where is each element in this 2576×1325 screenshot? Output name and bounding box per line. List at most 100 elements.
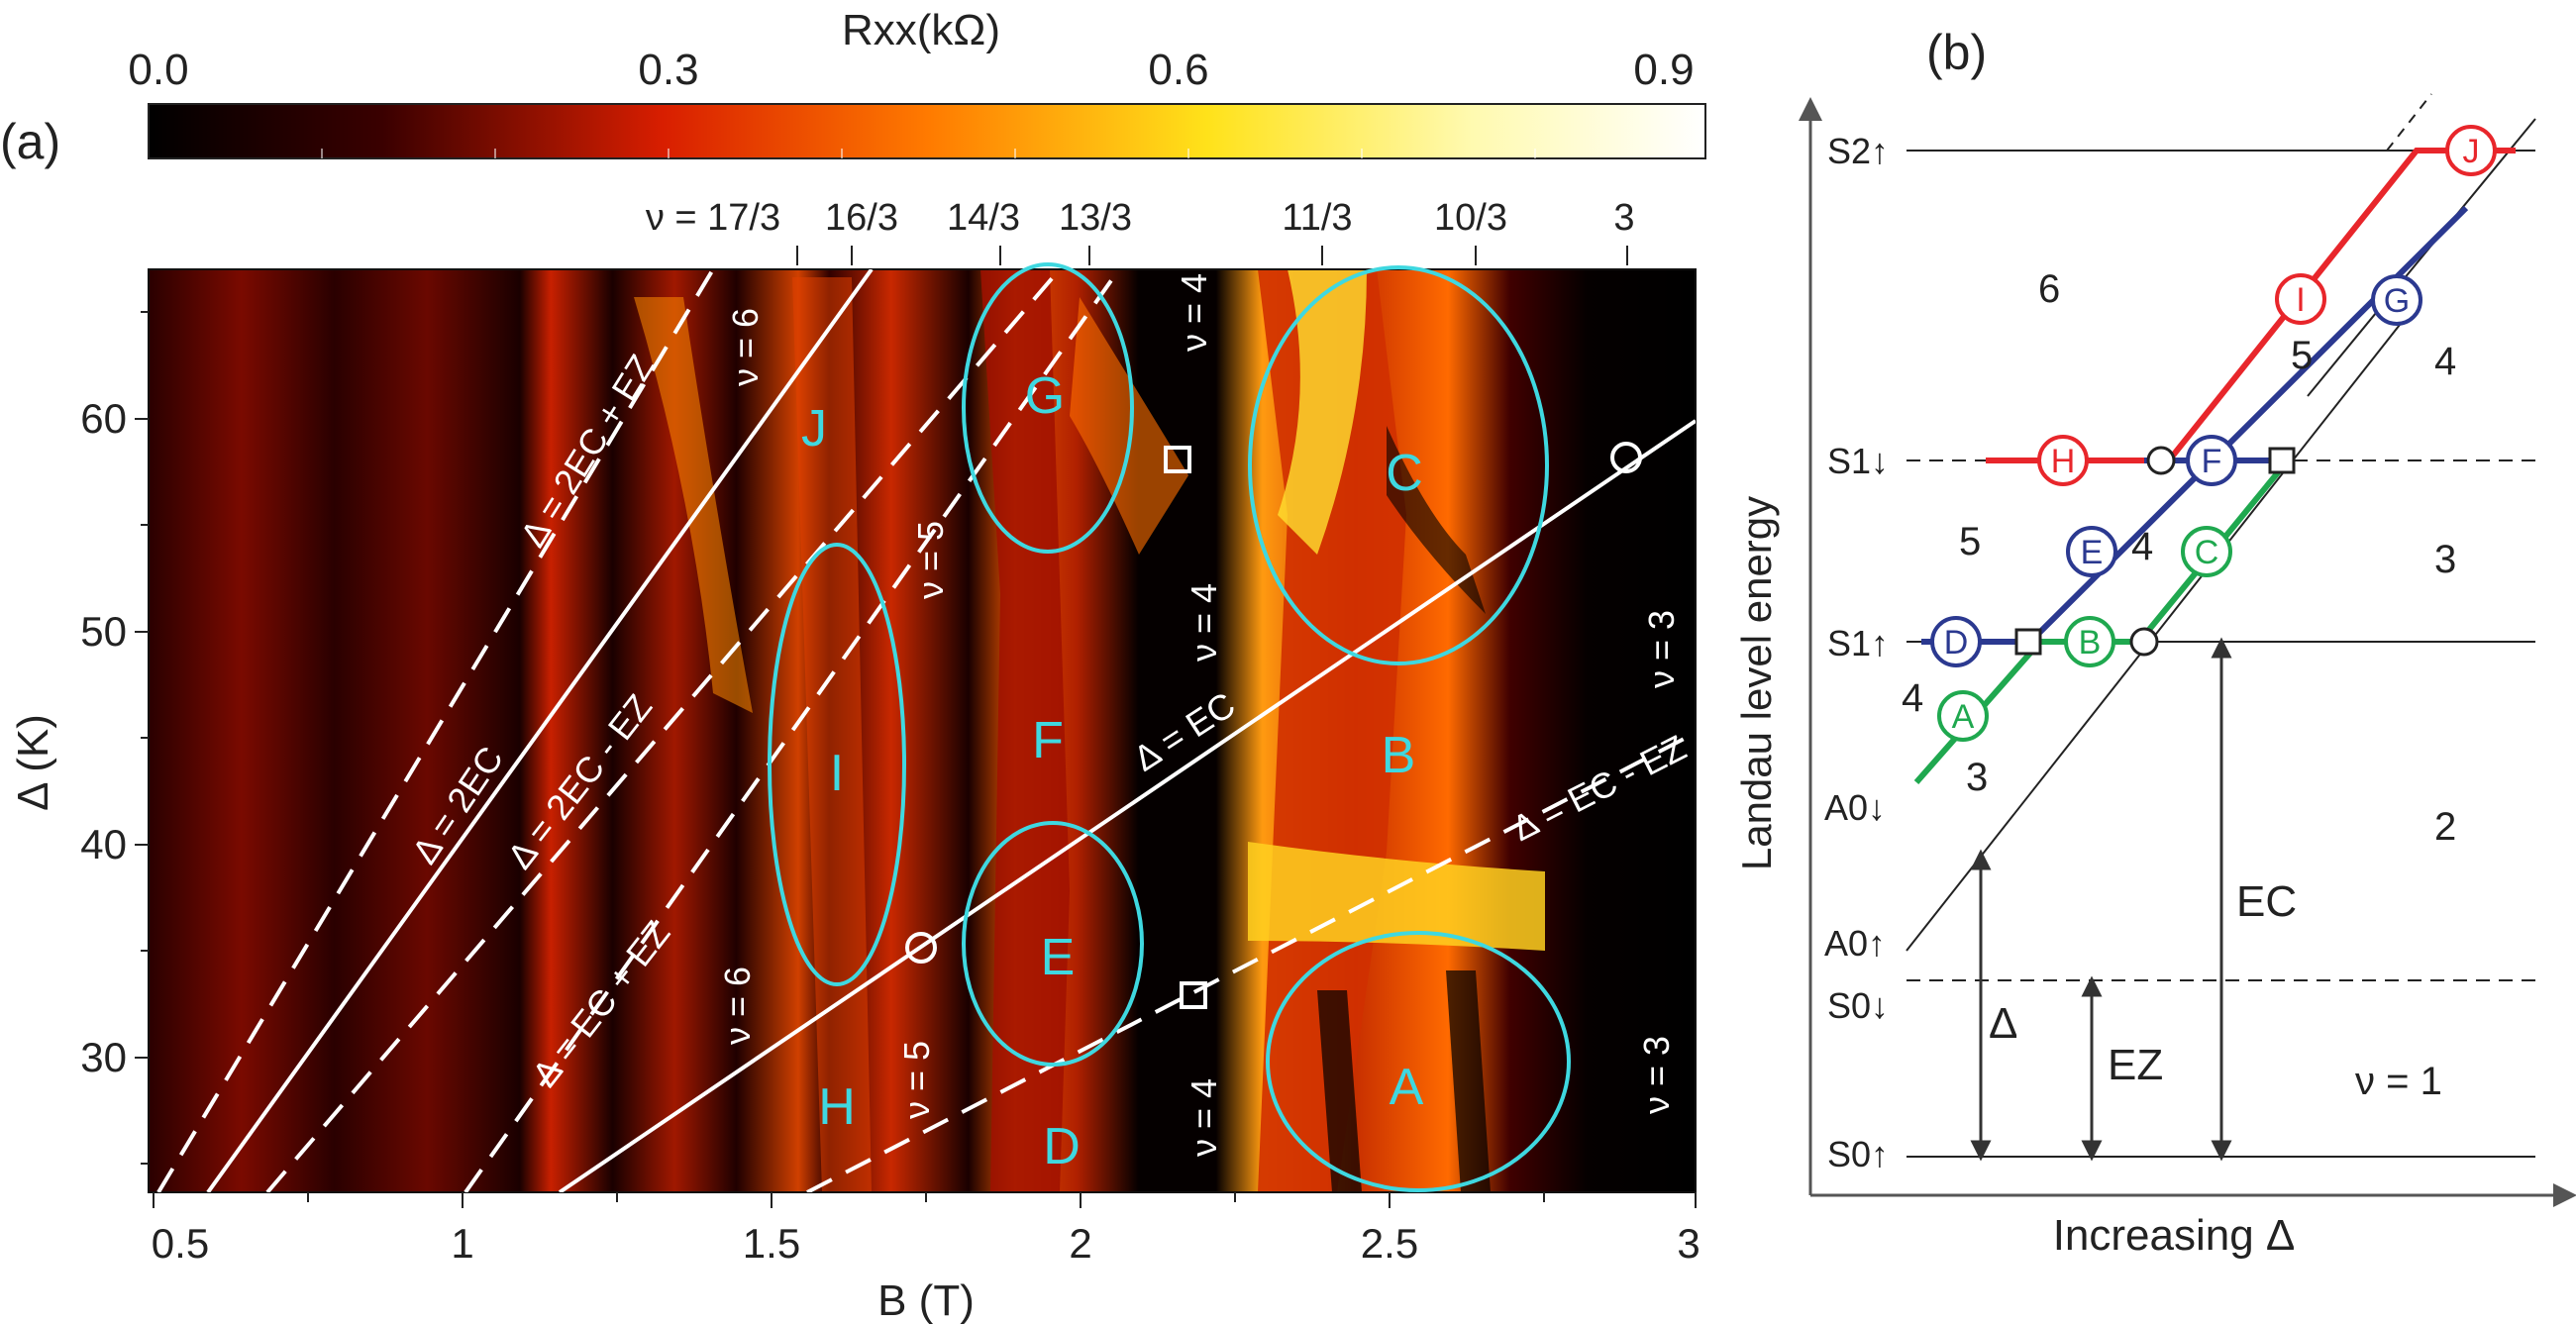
y-axis-label: Δ (K) [9, 714, 57, 811]
region-letters: J G C I F B E H D A [801, 367, 1424, 1175]
region-letter-e: E [1041, 929, 1076, 986]
level-label: A0↓ [1824, 787, 1886, 828]
level-label: S1↓ [1827, 441, 1889, 481]
circled-letter-f: F [2202, 443, 2222, 480]
x-axis-label: B (T) [877, 1276, 975, 1325]
square-marker [2268, 447, 2296, 474]
colorbar-tick: 0.3 [638, 46, 698, 94]
filling: ν = 1 [2355, 1060, 2442, 1103]
circled-letter-b: B [2079, 624, 2102, 662]
circle-marker [1610, 442, 1642, 473]
region-letter-j: J [801, 400, 827, 458]
panel-b-y-label: Landau level energy [1733, 496, 1780, 870]
region-letter-c: C [1386, 445, 1423, 502]
region-ellipses [768, 262, 1571, 1192]
filling-label: ν = 17/3 [646, 197, 780, 239]
energy-arrows [1970, 637, 2232, 1162]
x-tick-label: 1.5 [743, 1220, 800, 1267]
panel-a-label: (a) [0, 114, 60, 169]
level-label: S0↓ [1827, 985, 1889, 1026]
x-tick-label: 3 [1677, 1220, 1700, 1267]
nu-label: ν = 4 [1174, 273, 1214, 352]
circled-letter-d: D [1944, 624, 1969, 662]
panel-b-x-label: Increasing Δ [2053, 1211, 2296, 1260]
delta-arrow-label: Δ [1989, 999, 2017, 1048]
ec-arrow-label: EC [2236, 877, 2297, 926]
filling-label: 10/3 [1434, 197, 1507, 239]
level-label: S0↑ [1827, 1134, 1889, 1174]
theory-lines [156, 269, 1696, 1192]
filling-label: 11/3 [1282, 197, 1352, 239]
line-ec-minus-ez [806, 731, 1696, 1192]
level-a0-up-diagonal [1906, 296, 2422, 952]
filling: 2 [2434, 805, 2456, 849]
panel-b-fillings: 6 5 4 5 4 3 4 3 2 ν = 1 [1902, 267, 2456, 1103]
nu-label: ν = 3 [1636, 1036, 1677, 1114]
filling-label: 16/3 [825, 197, 898, 239]
filling: 5 [1959, 520, 1981, 563]
circled-letter-e: E [2081, 534, 2104, 571]
colorbar-title: Rxx(kΩ) [842, 6, 1000, 54]
nu-label: ν = 5 [910, 521, 951, 599]
x-tick-label: 1 [451, 1220, 473, 1267]
line-2ec [206, 269, 874, 1192]
level-label: A0↑ [1824, 923, 1886, 964]
y-tick-label: 40 [80, 821, 127, 867]
region-letter-i: I [830, 745, 844, 802]
x-tick-label: 0.5 [152, 1220, 209, 1267]
ez-arrow-label: EZ [2108, 1041, 2163, 1089]
top-filling-labels: ν = 17/3 16/3 14/3 13/3 11/3 10/3 3 [646, 197, 1635, 239]
nu-label: ν = 5 [896, 1041, 937, 1119]
filling: 4 [2434, 340, 2456, 383]
level-upper-diagonal [2307, 118, 2536, 397]
y-axis-ticks [135, 311, 149, 1165]
map-frame [148, 268, 1697, 1193]
nu-label: ν = 4 [1184, 1078, 1224, 1157]
nu-label: ν = 4 [1184, 583, 1224, 662]
level-label: S1↑ [1827, 623, 1889, 663]
region-letter-g: G [1025, 367, 1065, 425]
region-letter-b: B [1382, 727, 1416, 784]
line-ec-plus-ez [464, 269, 1121, 1192]
square-marker [1164, 446, 1191, 473]
filling: 5 [2291, 334, 2313, 377]
level-top-dashed-diagonal [2386, 93, 2432, 152]
nu-label: ν = 3 [1641, 610, 1682, 688]
y-tick-label: 30 [80, 1034, 127, 1080]
line-ec [558, 419, 1696, 1192]
ellipse-e [962, 821, 1144, 1067]
circle-marker [2129, 627, 2159, 657]
region-letter-f: F [1032, 712, 1064, 769]
resistance-map [149, 269, 1696, 1192]
circled-letter-c: C [2195, 534, 2219, 571]
line-2ec-minus-ez [265, 269, 1062, 1192]
filling: 3 [1966, 756, 1988, 799]
filling-label: 14/3 [947, 197, 1020, 239]
colorbar-tick: 0.6 [1148, 46, 1208, 94]
filling: 4 [2131, 525, 2153, 568]
nu-label: ν = 6 [717, 967, 758, 1045]
y-axis-tick-labels: 30 40 50 60 [80, 395, 127, 1080]
y-tick-label: 60 [80, 395, 127, 442]
ellipse-g [962, 262, 1134, 554]
x-tick-label: 2 [1069, 1220, 1091, 1267]
colorbar-minor-ticks [321, 149, 1536, 158]
red-level [1986, 148, 2516, 463]
circled-letter-a: A [1952, 698, 1975, 736]
region-letter-a: A [1390, 1059, 1424, 1116]
circled-letter-j: J [2463, 133, 2480, 170]
colorbar-tick: 0.9 [1633, 46, 1694, 94]
colorbar-tick: 0.0 [128, 46, 188, 94]
filling: 4 [1902, 676, 1923, 720]
circled-letters: J I G H F E C D B A [1930, 125, 2497, 742]
filling-label: 3 [1613, 197, 1634, 239]
nu-label: ν = 6 [725, 308, 766, 386]
circled-letter-g: G [2384, 282, 2410, 320]
circled-letter-i: I [2296, 281, 2305, 319]
circle-marker [2146, 446, 2176, 475]
line-2ec-plus-ez [156, 269, 715, 1192]
region-letter-d: D [1043, 1118, 1081, 1175]
colorbar-ticks: 0.0 0.3 0.6 0.9 [128, 46, 1694, 94]
level-label: S2↑ [1827, 131, 1889, 171]
filling: 3 [2434, 538, 2456, 581]
